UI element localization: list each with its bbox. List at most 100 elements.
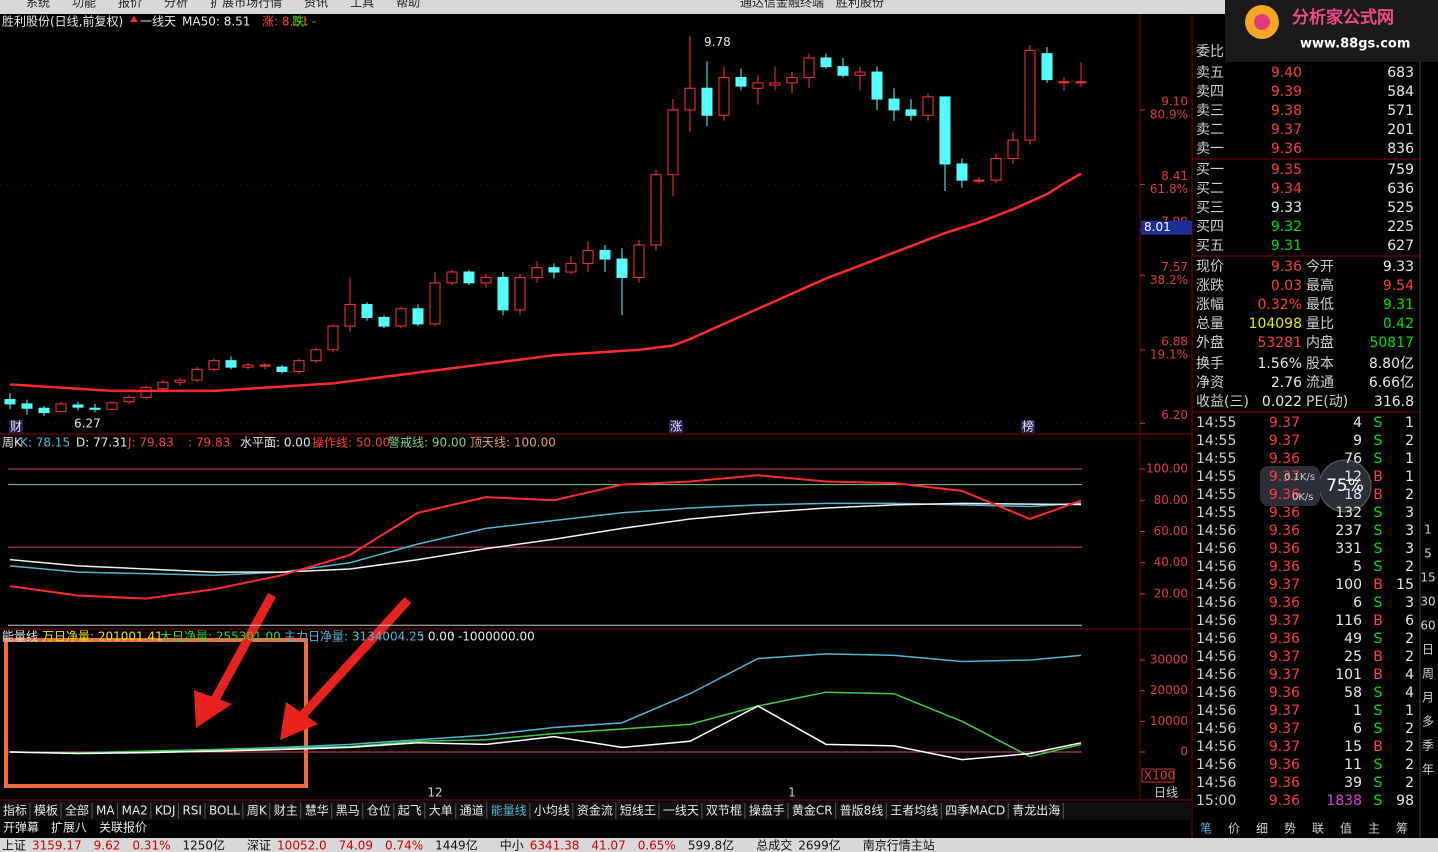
tick-tab[interactable]: 笔 bbox=[1200, 821, 1212, 836]
indicator-tab[interactable]: 模板 bbox=[34, 804, 58, 818]
side-tab[interactable]: 年 bbox=[1422, 763, 1434, 777]
candle-body bbox=[293, 360, 305, 372]
indicator-header: : 79.83 bbox=[188, 436, 230, 450]
quote-label: 净资 bbox=[1196, 375, 1224, 391]
indicator-tab[interactable]: 小均线 bbox=[534, 804, 570, 818]
indicator-tab[interactable]: 指标 bbox=[3, 803, 27, 818]
tick-count: 3 bbox=[1405, 505, 1414, 521]
indicator-tab[interactable]: 财主 bbox=[274, 804, 298, 818]
indicator-tab[interactable]: KDJ bbox=[155, 804, 176, 818]
side-tab[interactable]: 季 bbox=[1422, 739, 1434, 753]
speed-widget bbox=[1260, 466, 1320, 506]
chart-name: 胜利股份(日线,前复权) bbox=[2, 14, 123, 29]
menu-item[interactable]: 系统 bbox=[26, 0, 50, 10]
quote-label: 涨跌 bbox=[1196, 278, 1224, 294]
indicator-tab[interactable]: 资金流 bbox=[577, 803, 613, 818]
order-price: 9.35 bbox=[1271, 162, 1302, 178]
side-tab[interactable]: 多 bbox=[1422, 715, 1434, 729]
side-tab[interactable]: 日 bbox=[1422, 643, 1434, 657]
menu-item[interactable]: 分析 bbox=[164, 0, 188, 10]
menu-item[interactable]: 工具 bbox=[350, 0, 374, 10]
tick-side: S bbox=[1374, 433, 1383, 449]
tick-tab[interactable]: 主 bbox=[1368, 822, 1380, 836]
indicator-tab[interactable]: 王者均线 bbox=[890, 804, 938, 818]
tick-volume: 49 bbox=[1344, 631, 1362, 647]
indicator-tab[interactable]: 双节棍 bbox=[706, 804, 742, 818]
indicator-header: K: 78.15 bbox=[20, 436, 70, 450]
status-value: 2699亿 bbox=[798, 838, 841, 852]
status-label: 深证 bbox=[247, 839, 271, 852]
indicator-tab[interactable]: BOLL bbox=[209, 804, 240, 818]
order-label: 买四 bbox=[1196, 219, 1224, 235]
indicator-tab[interactable]: MA2 bbox=[122, 804, 148, 818]
tick-tab[interactable]: 细 bbox=[1256, 822, 1268, 836]
tick-side: B bbox=[1373, 667, 1383, 683]
side-tab[interactable]: 月 bbox=[1422, 691, 1434, 705]
candle-body bbox=[1058, 81, 1070, 84]
candle-body bbox=[191, 368, 203, 381]
indicator-tab[interactable]: 一线天 bbox=[663, 804, 699, 818]
tick-tab[interactable]: 势 bbox=[1284, 822, 1296, 836]
indicator-tab[interactable]: 能量线 bbox=[491, 804, 527, 818]
status-value: 6341.38 bbox=[530, 839, 580, 852]
indicator-tab[interactable]: 四季MACD bbox=[945, 804, 1005, 818]
x-tick-label: 1 bbox=[788, 786, 796, 800]
candle-body bbox=[123, 396, 135, 403]
indicator-tab[interactable]: 普版8线 bbox=[840, 804, 884, 818]
indicator-header: 水平面: 0.00 bbox=[240, 436, 311, 450]
extra-tab[interactable]: 开弹幕 bbox=[3, 821, 39, 835]
side-tab[interactable]: 60 bbox=[1420, 619, 1435, 633]
side-tab[interactable]: 15 bbox=[1420, 571, 1435, 585]
quote-value: 104098 bbox=[1249, 316, 1302, 332]
candle-body bbox=[871, 71, 883, 100]
indicator-tab[interactable]: 通道 bbox=[460, 804, 484, 818]
tick-tab[interactable]: 价 bbox=[1228, 822, 1240, 836]
candle-body bbox=[990, 158, 1002, 181]
order-price: 9.40 bbox=[1271, 65, 1302, 81]
tick-time: 14:56 bbox=[1196, 685, 1236, 701]
indicator-tab[interactable]: 操盘手 bbox=[749, 803, 785, 818]
indicator-tab[interactable]: 黄金CR bbox=[792, 803, 833, 818]
indicator-tab[interactable]: 慧华 bbox=[305, 803, 329, 818]
tick-side: S bbox=[1374, 631, 1383, 647]
tick-tab[interactable]: 筹 bbox=[1396, 822, 1408, 836]
tick-price: 9.37 bbox=[1269, 469, 1300, 485]
menu-item[interactable]: 帮助 bbox=[396, 0, 420, 10]
tick-count: 98 bbox=[1396, 793, 1414, 809]
side-tab[interactable]: 周 bbox=[1422, 667, 1434, 681]
logo-name: 分析家公式网 bbox=[1292, 7, 1394, 28]
quote-label: 外盘 bbox=[1196, 334, 1224, 351]
indicator-tab[interactable]: 全部 bbox=[65, 803, 89, 818]
indicator-tab[interactable]: 青龙出海 bbox=[1012, 803, 1060, 818]
tick-tab[interactable]: 联 bbox=[1312, 822, 1324, 836]
side-tab[interactable]: 1 bbox=[1424, 523, 1432, 537]
indicator-tab[interactable]: RSI bbox=[182, 804, 202, 818]
tick-time: 14:56 bbox=[1196, 703, 1236, 719]
indicator-header: 顶天线: 100.00 bbox=[470, 436, 556, 450]
indicator-tab[interactable]: 黑马 bbox=[336, 804, 360, 818]
side-tab[interactable]: 30 bbox=[1420, 595, 1435, 609]
tick-count: 2 bbox=[1405, 649, 1414, 665]
indicator-tab[interactable]: 短线王 bbox=[620, 804, 656, 818]
tick-tab[interactable]: 值 bbox=[1340, 821, 1352, 836]
menu-item[interactable]: 扩展市场行情 bbox=[210, 0, 282, 10]
indicator-tab[interactable]: 仓位 bbox=[367, 803, 391, 818]
quote-label: 总量 bbox=[1196, 316, 1224, 332]
indicator-tab[interactable]: MA bbox=[96, 804, 115, 818]
menu-item[interactable]: 功能 bbox=[72, 0, 96, 10]
menu-item[interactable]: 报价 bbox=[118, 0, 142, 10]
menu-item[interactable]: 资讯 bbox=[304, 0, 328, 10]
indicator-tab[interactable]: 起飞 bbox=[398, 804, 422, 818]
order-price: 9.38 bbox=[1271, 103, 1302, 119]
extra-tab[interactable]: 扩展八 bbox=[51, 821, 87, 835]
extra-tab[interactable]: 关联报价 bbox=[99, 820, 147, 835]
tick-side: S bbox=[1374, 559, 1383, 575]
quote-value: 0.42 bbox=[1383, 316, 1414, 332]
order-label: 买二 bbox=[1196, 181, 1224, 197]
side-tab[interactable]: 5 bbox=[1424, 547, 1432, 561]
signal-icon bbox=[130, 16, 138, 22]
tick-time: 14:56 bbox=[1196, 757, 1236, 773]
indicator-tab[interactable]: 周K bbox=[247, 804, 268, 818]
status-value: 0.65% bbox=[638, 839, 676, 852]
indicator-tab[interactable]: 大单 bbox=[429, 804, 453, 818]
